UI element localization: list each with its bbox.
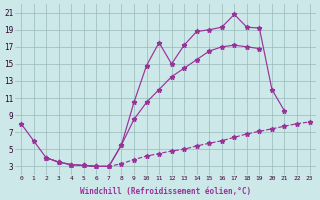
X-axis label: Windchill (Refroidissement éolien,°C): Windchill (Refroidissement éolien,°C)	[80, 187, 251, 196]
